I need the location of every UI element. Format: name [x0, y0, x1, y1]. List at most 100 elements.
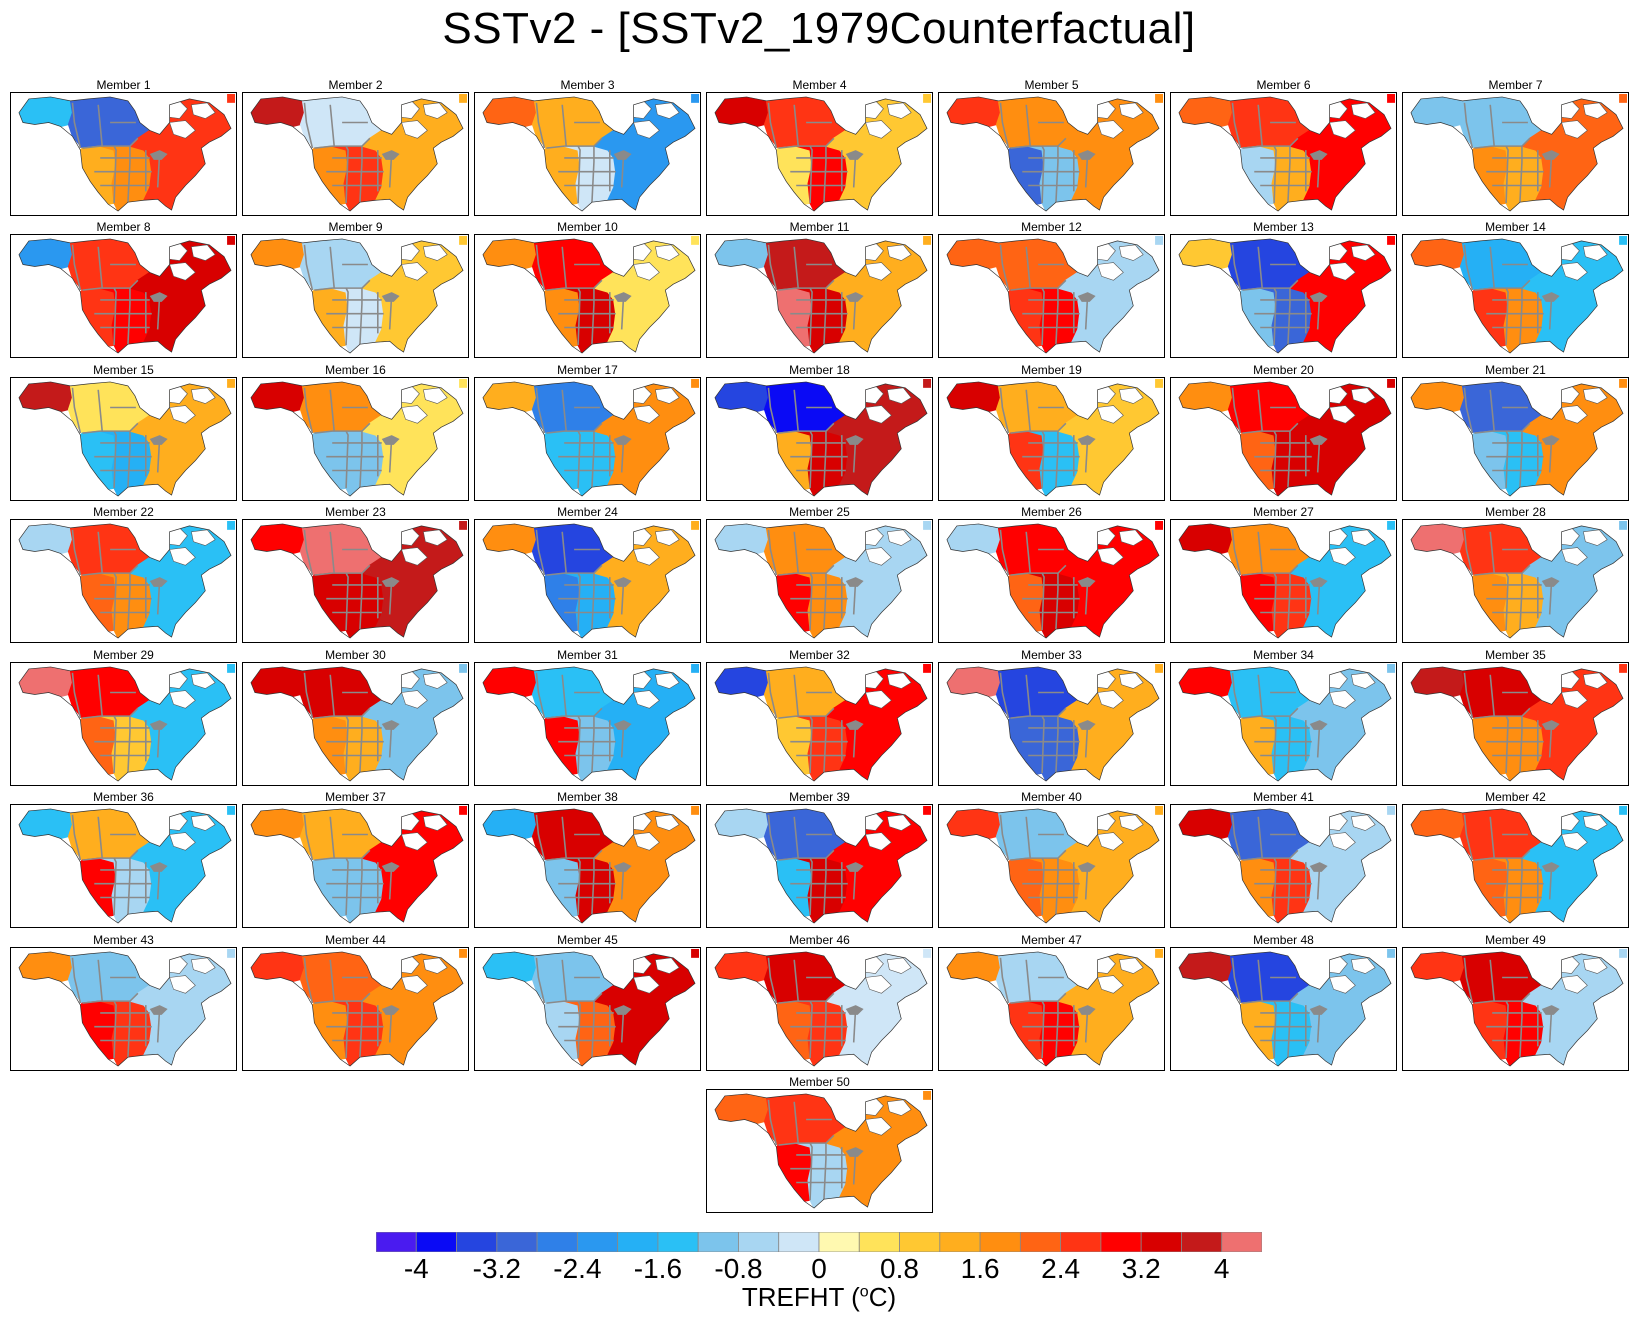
no-data-region [655, 672, 680, 689]
panel-label: Member 35 [1485, 648, 1546, 662]
political-border [778, 707, 835, 719]
political-border [561, 959, 567, 1002]
colorbar-title: TREFHT (oC) [0, 1282, 1638, 1313]
political-border [1287, 573, 1291, 630]
political-border [71, 529, 82, 576]
map [706, 377, 933, 501]
no-data-region [169, 832, 196, 851]
no-data-region [1351, 814, 1376, 831]
political-border [97, 959, 103, 1002]
political-border [1231, 814, 1242, 861]
political-border [1242, 137, 1299, 149]
no-data-region [169, 975, 196, 994]
corner-cell [1387, 805, 1396, 815]
political-border [1025, 389, 1031, 432]
corner-cell [691, 805, 700, 815]
panel-label: Member 47 [1021, 933, 1082, 947]
panel-label: Member 24 [557, 505, 618, 519]
map [10, 662, 237, 786]
panel-label: Member 15 [93, 363, 154, 377]
colorbar-label-superscript: o [859, 1283, 869, 1301]
political-border [329, 674, 335, 717]
no-data-region [655, 244, 680, 261]
political-border [1519, 716, 1523, 773]
panel-label: Member 28 [1485, 505, 1546, 519]
no-data-region [1329, 405, 1356, 424]
great-lakes [149, 435, 168, 445]
political-border [71, 814, 82, 861]
political-border [823, 573, 827, 630]
map [10, 234, 237, 358]
political-border [535, 672, 546, 719]
no-data-region [169, 405, 196, 424]
political-border [97, 389, 103, 432]
political-border [767, 1099, 778, 1146]
colorbar-segment [617, 1232, 659, 1252]
colorbar-segment [818, 1232, 860, 1252]
colorbar-segment [536, 1232, 578, 1252]
political-border [1242, 849, 1299, 861]
corner-cell [1155, 948, 1164, 958]
great-lakes [1077, 150, 1096, 160]
corner-cell [1155, 93, 1164, 103]
no-data-region [633, 547, 660, 566]
no-data-region [191, 672, 216, 689]
great-lakes [1541, 577, 1560, 587]
great-lakes [845, 577, 864, 587]
no-data-region [1583, 957, 1608, 974]
no-data-region [169, 262, 196, 281]
colorbar-tick-label: 1.6 [960, 1253, 1000, 1284]
no-data-region [1329, 262, 1356, 281]
great-lakes [149, 150, 168, 160]
no-data-region [1119, 957, 1144, 974]
colorbar-segment [858, 1232, 900, 1252]
political-border [535, 529, 546, 576]
no-data-region [423, 244, 448, 261]
coastline [482, 238, 696, 354]
colorbar-segment [1100, 1232, 1142, 1252]
no-data-region [865, 975, 892, 994]
political-border [999, 814, 1010, 861]
map [938, 92, 1165, 216]
no-data-region [401, 405, 428, 424]
no-data-region [1097, 262, 1124, 281]
coastline [482, 951, 696, 1067]
map-panel: Member 44 [242, 933, 469, 1073]
colorbar-segment [376, 1232, 417, 1252]
political-border [1463, 387, 1474, 434]
no-data-region [887, 244, 912, 261]
panel-label: Member 23 [325, 505, 386, 519]
map-panel: Member 49 [1402, 933, 1629, 1073]
political-border [793, 531, 799, 574]
colorbar [376, 1232, 1262, 1252]
colorbar-segment [456, 1232, 498, 1252]
great-lakes [613, 1005, 632, 1015]
no-data-region [1097, 120, 1124, 139]
colorbar-segment [576, 1232, 619, 1252]
great-lakes [149, 292, 168, 302]
corner-cell [923, 93, 932, 103]
map-panel: Member 32 [706, 648, 933, 788]
map-panel: Member 28 [1402, 505, 1629, 645]
no-data-region [633, 405, 660, 424]
map-panel: Member 45 [474, 933, 701, 1073]
coastline [946, 523, 1160, 639]
corner-cell [1387, 235, 1396, 245]
great-lakes [613, 292, 632, 302]
coastline [714, 523, 928, 639]
panel-label: Member 26 [1021, 505, 1082, 519]
coastline [482, 96, 696, 212]
coastline [18, 523, 232, 639]
political-border [1474, 992, 1531, 1004]
no-data-region [633, 690, 660, 709]
map-panel: Member 8 [10, 220, 237, 360]
political-border [1519, 858, 1523, 915]
no-data-region [1583, 672, 1608, 689]
no-data-region [887, 814, 912, 831]
map-panel: Member 4 [706, 78, 933, 218]
coastline [1410, 523, 1624, 639]
map-panel: Member 3 [474, 78, 701, 218]
great-lakes [381, 1005, 400, 1015]
corner-cell [1387, 93, 1396, 103]
political-border [97, 246, 103, 289]
